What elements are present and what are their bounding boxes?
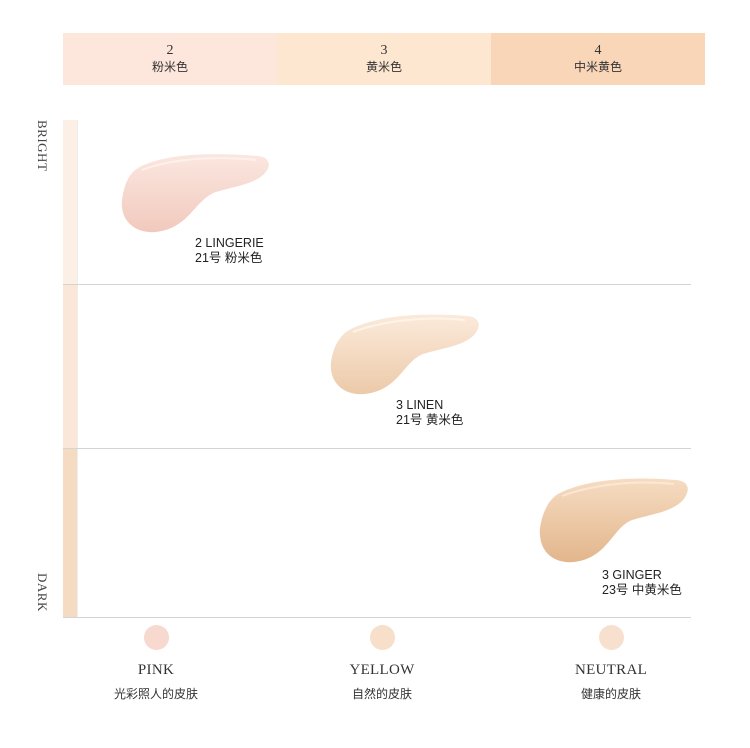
swatch-lingerie [121,154,269,233]
shade-cell-4: 4 中米黄色 [491,33,705,85]
swatch-linen [330,314,479,395]
tone-pink: PINK 光彩照人的皮肤 [66,625,246,702]
shade-code: 2 LINGERIE [195,236,264,250]
axis-label-dark: DARK [35,573,50,612]
tone-title: YELLOW [349,662,415,678]
shade-number: 2 [166,43,174,58]
brightness-segment-dark [63,449,77,618]
shade-description: 21号 黄米色 [396,413,464,427]
shade-description: 23号 中黄米色 [602,583,682,597]
grid-divider [63,617,691,618]
grid-divider [63,284,691,285]
swatch-label-ginger: 3 GINGER 23号 中黄米色 [602,568,682,598]
tone-description: 健康的皮肤 [580,687,641,701]
brightness-gradient-bar [63,120,77,618]
shade-number: 3 [380,43,388,58]
tone-color-dot [598,625,624,650]
shade-name: 粉米色 [151,60,188,74]
shade-cell-2: 2 粉米色 [63,33,277,85]
tone-color-dot [369,625,395,650]
brightness-grid [63,120,691,618]
tone-title: PINK [137,662,175,678]
shade-cell-3: 3 黄米色 [277,33,491,85]
brightness-segment-mid [63,285,77,448]
shade-name: 中米黄色 [573,60,622,74]
shade-code: 3 GINGER [602,568,662,582]
grid-divider [63,448,691,449]
tone-description: 光彩照人的皮肤 [113,687,198,701]
shade-code: 3 LINEN [396,398,444,412]
tone-description: 自然的皮肤 [351,687,412,701]
tone-yellow: YELLOW 自然的皮肤 [292,625,472,702]
shade-name: 黄米色 [365,60,402,74]
brightness-segment-bright [63,120,77,284]
tone-title: NEUTRAL [574,662,648,678]
swatch-label-lingerie: 2 LINGERIE 21号 粉米色 [195,236,264,266]
axis-label-bright: BRIGHT [35,120,50,172]
tone-color-dot [143,625,169,650]
shade-header: 2 粉米色 3 黄米色 4 中米黄色 [63,33,705,85]
tone-neutral: NEUTRAL 健康的皮肤 [521,625,701,702]
shade-description: 21号 粉米色 [195,251,263,265]
swatch-ginger [539,478,688,563]
swatch-label-linen: 3 LINEN 21号 黄米色 [396,398,463,428]
shade-number: 4 [594,43,602,58]
grid-divider-vertical [77,120,78,618]
